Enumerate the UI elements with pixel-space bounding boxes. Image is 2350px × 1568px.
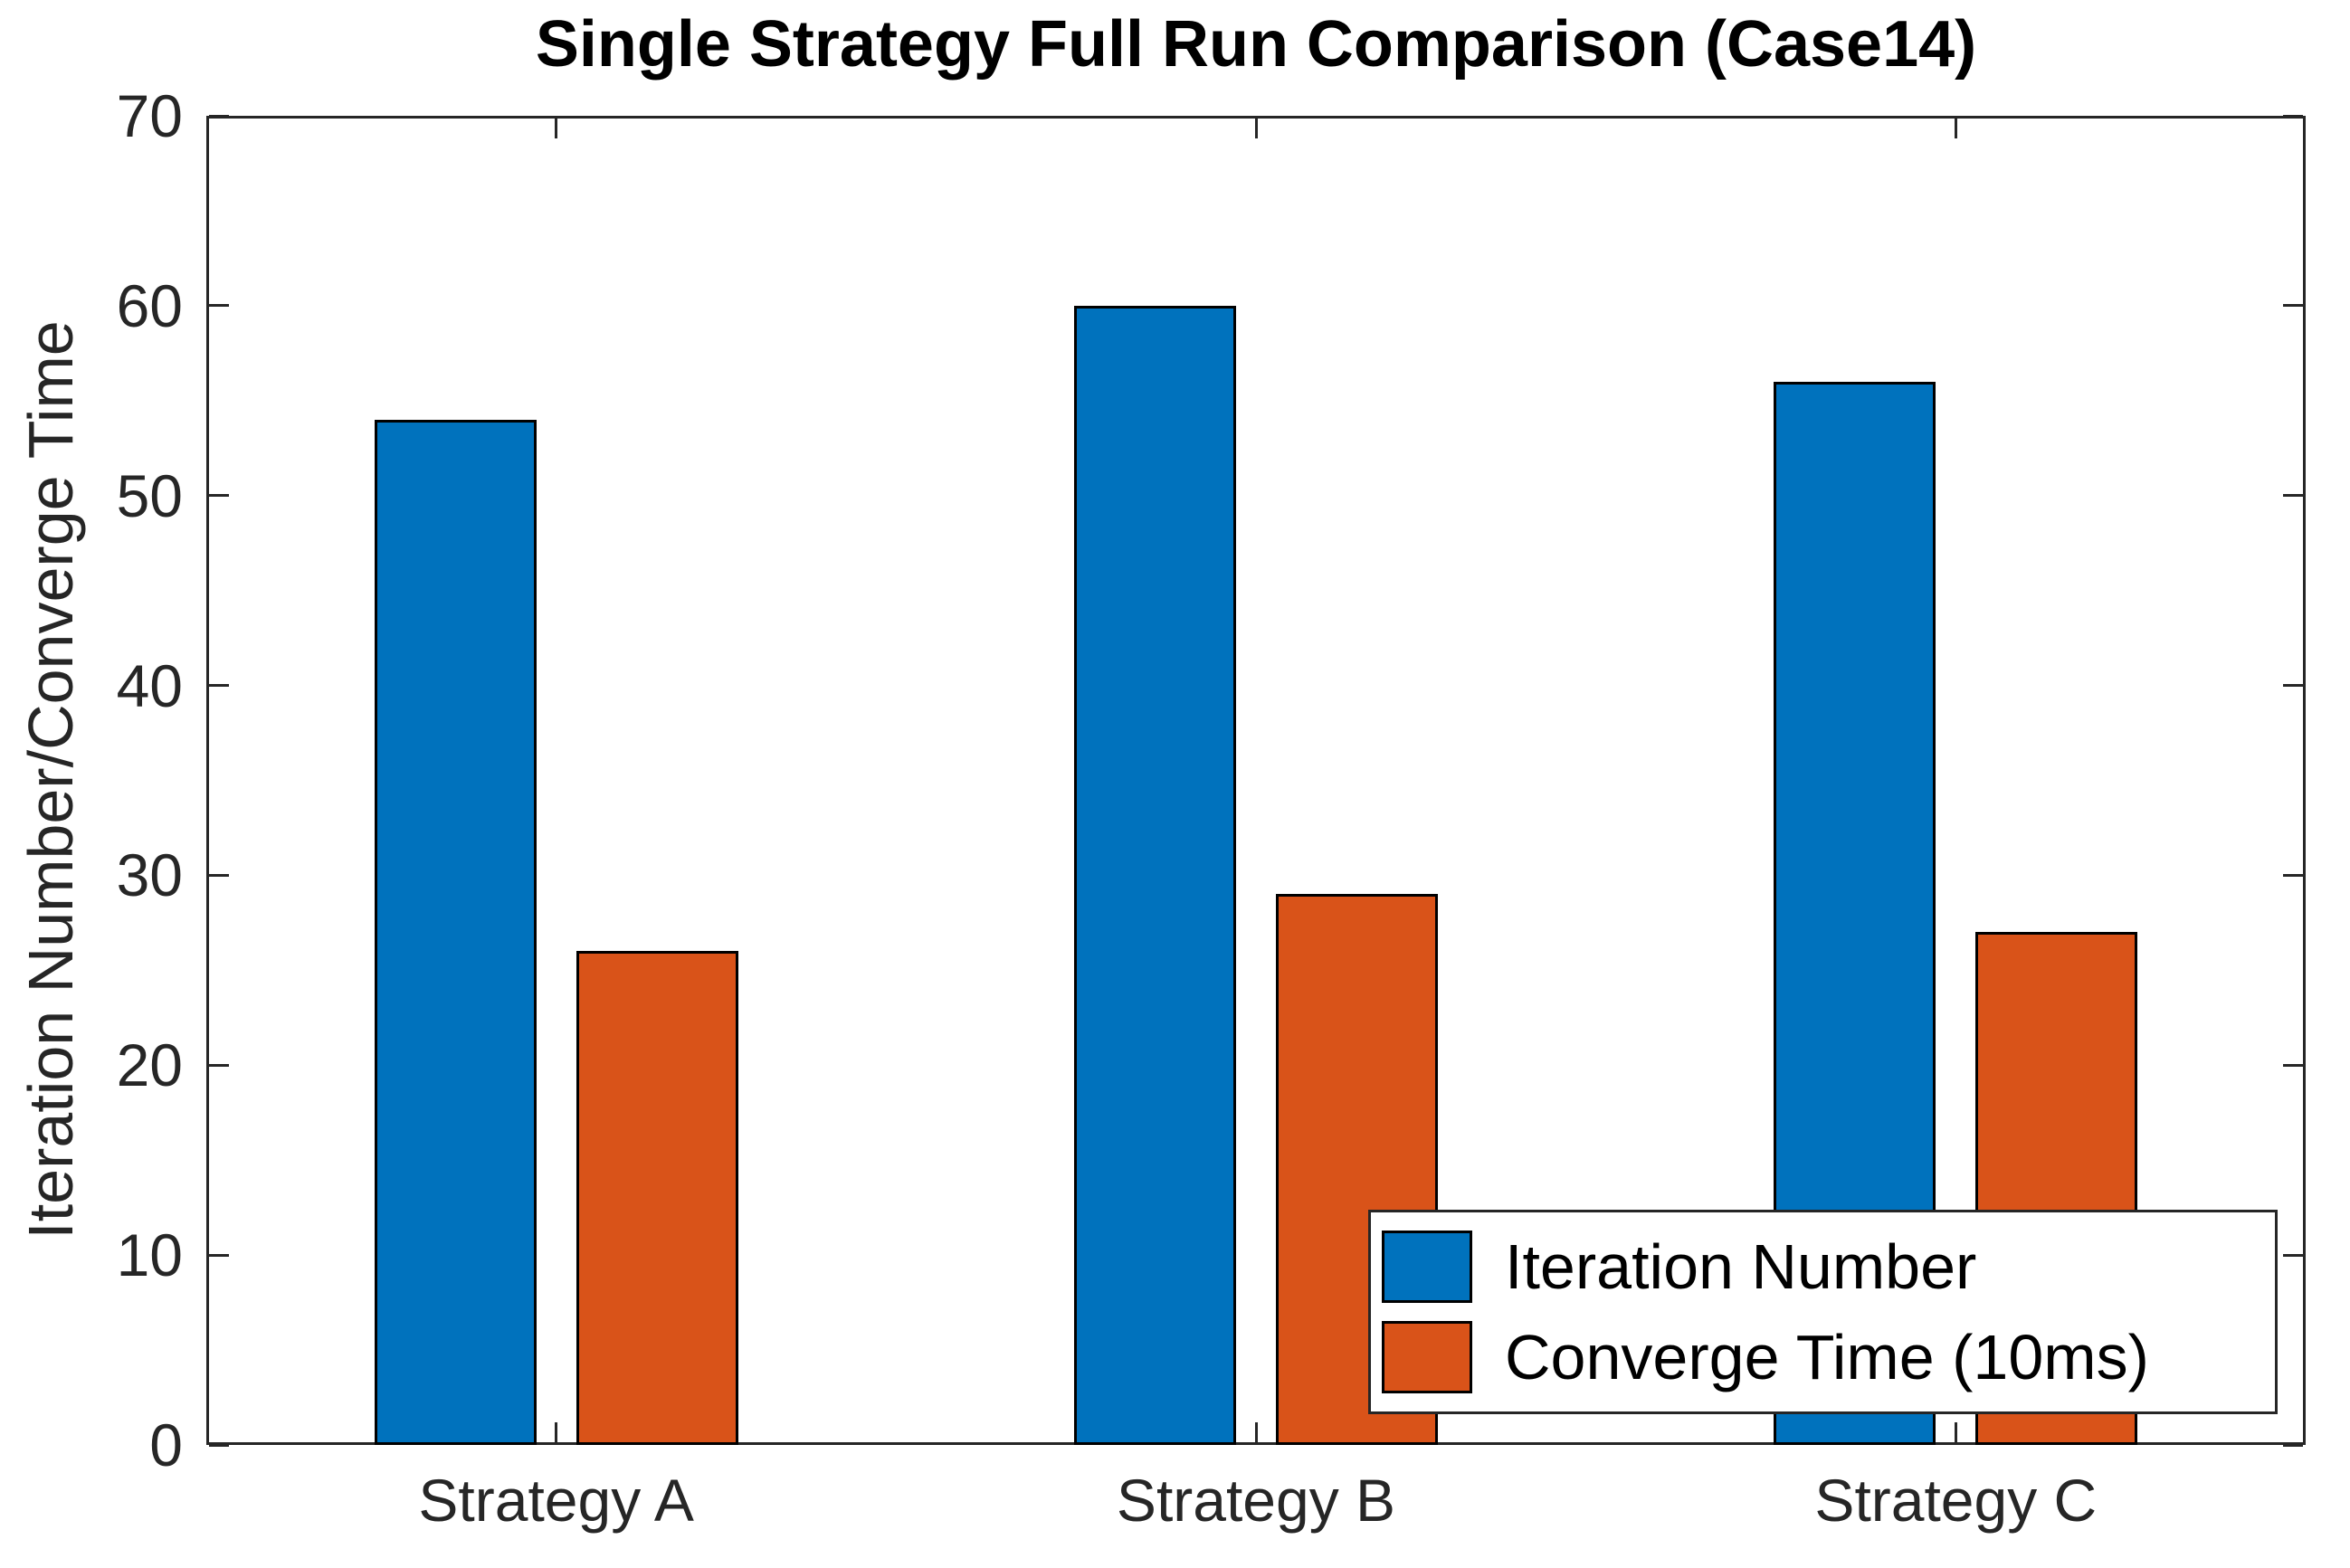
y-tick-label: 10 [116, 1221, 183, 1289]
bar-iteration-number-strategy-a [374, 419, 537, 1445]
y-tick-label: 70 [116, 82, 183, 149]
axis-tick-mark [209, 873, 229, 877]
axis-tick-mark [209, 304, 229, 308]
axis-tick-mark [2283, 114, 2303, 118]
axis-tick-mark [555, 1422, 558, 1442]
legend-label-converge-time: Converge Time (10ms) [1505, 1322, 2149, 1392]
y-tick-label: 50 [116, 461, 183, 529]
axis-tick-mark [2283, 1443, 2303, 1447]
y-axis-label: Iteration Number/Converge Time [15, 320, 86, 1240]
axis-tick-mark [209, 1253, 229, 1257]
legend-item-converge-time: Converge Time (10ms) [1382, 1321, 2275, 1393]
chart-title: Single Strategy Full Run Comparison (Cas… [535, 8, 1977, 81]
axis-tick-mark [2283, 1063, 2303, 1067]
y-tick-label: 20 [116, 1031, 183, 1099]
axis-tick-mark [209, 494, 229, 498]
axis-tick-mark [1954, 119, 1957, 138]
y-tick-label: 60 [116, 271, 183, 339]
legend-swatch-iteration-number [1382, 1231, 1472, 1303]
bar-iteration-number-strategy-b [1074, 305, 1236, 1445]
axis-tick-mark [555, 119, 558, 138]
axis-tick-mark [209, 684, 229, 688]
y-tick-label: 0 [149, 1411, 183, 1478]
y-tick-label: 40 [116, 651, 183, 719]
bar-converge-time-10ms-strategy-a [576, 951, 738, 1445]
axis-tick-mark [2283, 873, 2303, 877]
axis-tick-mark [2283, 684, 2303, 688]
legend: Iteration Number Converge Time (10ms) [1368, 1210, 2278, 1414]
plot-area [206, 116, 2306, 1445]
axis-tick-mark [209, 1443, 229, 1447]
y-tick-label: 30 [116, 841, 183, 909]
x-tick-label: Strategy B [1116, 1467, 1396, 1534]
legend-label-iteration-number: Iteration Number [1505, 1231, 1977, 1302]
axis-tick-mark [1254, 1422, 1258, 1442]
axis-tick-mark [1254, 119, 1258, 138]
axis-tick-mark [209, 114, 229, 118]
axis-tick-mark [2283, 1253, 2303, 1257]
legend-swatch-converge-time [1382, 1321, 1472, 1393]
axis-tick-mark [2283, 494, 2303, 498]
axis-tick-mark [2283, 304, 2303, 308]
axis-tick-mark [1954, 1422, 1957, 1442]
x-tick-label: Strategy C [1814, 1467, 2098, 1534]
axis-tick-mark [209, 1063, 229, 1067]
legend-item-iteration-number: Iteration Number [1382, 1231, 2275, 1303]
x-tick-label: Strategy A [418, 1467, 694, 1534]
